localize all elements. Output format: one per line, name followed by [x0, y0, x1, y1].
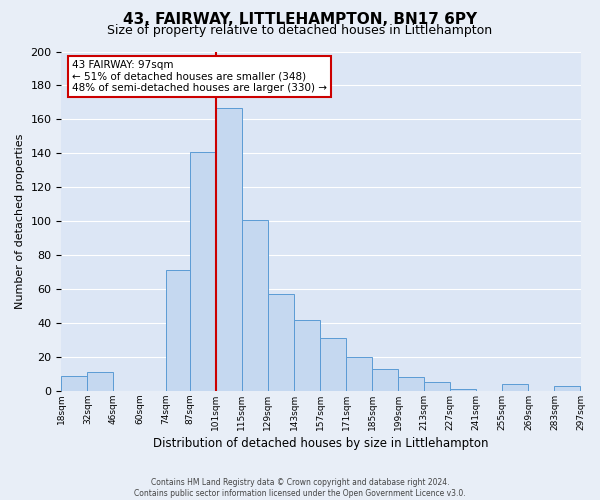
Bar [216, 108, 242, 391]
Bar [424, 382, 450, 391]
Bar [242, 220, 268, 391]
Bar [294, 320, 320, 391]
Text: 43 FAIRWAY: 97sqm
← 51% of detached houses are smaller (348)
48% of semi-detache: 43 FAIRWAY: 97sqm ← 51% of detached hous… [72, 60, 327, 93]
Bar [190, 152, 216, 391]
Bar [502, 384, 529, 391]
Bar [166, 270, 190, 391]
Text: Contains HM Land Registry data © Crown copyright and database right 2024.
Contai: Contains HM Land Registry data © Crown c… [134, 478, 466, 498]
Bar [398, 378, 424, 391]
Bar [61, 376, 88, 391]
Y-axis label: Number of detached properties: Number of detached properties [15, 134, 25, 309]
Bar [88, 372, 113, 391]
X-axis label: Distribution of detached houses by size in Littlehampton: Distribution of detached houses by size … [153, 437, 489, 450]
Text: Size of property relative to detached houses in Littlehampton: Size of property relative to detached ho… [107, 24, 493, 37]
Bar [320, 338, 346, 391]
Bar [450, 389, 476, 391]
Bar [268, 294, 294, 391]
Bar [554, 386, 580, 391]
Text: 43, FAIRWAY, LITTLEHAMPTON, BN17 6PY: 43, FAIRWAY, LITTLEHAMPTON, BN17 6PY [123, 12, 477, 28]
Bar [346, 357, 372, 391]
Bar [372, 369, 398, 391]
